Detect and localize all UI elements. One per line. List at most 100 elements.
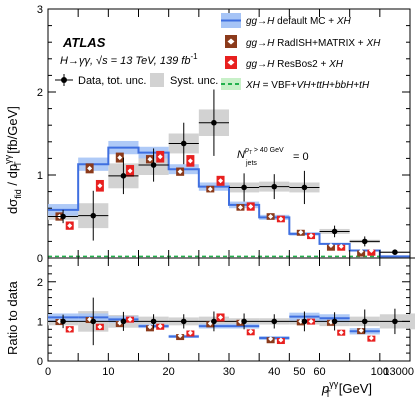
y-bottom-tick-label: 0 [37,356,43,368]
ratio-radish-marker [147,324,153,330]
data-point [271,183,278,190]
radish-matrix-marker [147,156,153,162]
process-label: H→γγ, √s = 13 TeV, 139 fb-1 [60,52,198,67]
ratio-data-point [241,318,247,325]
ratio-resbos-marker [308,318,314,324]
axis-ticks [47,8,411,362]
x-tick-label: 10 [102,366,114,378]
y-bottom-tick-label: 2 [37,277,43,289]
radish-matrix-marker [177,169,183,175]
ratio-data-point [271,318,278,325]
top-panel-marks [48,89,415,259]
x-tick-label: 20 [163,366,175,378]
data-point [180,140,187,147]
radish-matrix-marker [328,243,334,249]
ratio-resbos-marker [187,330,193,336]
process-main: H→γγ, √s = 13 TeV, 139 fb [60,55,190,67]
radish-matrix-marker [207,186,213,192]
resbos2-marker [97,183,103,189]
ratio-data-point [90,318,97,325]
ratio-resbos-marker [368,335,374,341]
svg-text:gg→H RadISH+MATRIX + XH: gg→H RadISH+MATRIX + XH [246,38,381,49]
data-point [150,162,157,168]
x-tick-label: 13000 [383,366,414,378]
legend-data-entry: Data, tot. unc. [55,74,146,87]
ratio-data-point [361,318,368,325]
category-label: NpT > 40 GeV jets = 0 [237,147,309,167]
data-point [392,249,398,255]
legend-resbos2: gg→H ResBos2 + XH [225,56,344,70]
y-top-tick-label: 0 [37,253,43,265]
ratio-syst-box [410,313,415,330]
radish-matrix-marker [298,229,304,235]
x-tick-label: 60 [313,366,325,378]
data-point [120,173,127,179]
x-axis-title: pγγ T [GeV] [321,379,372,399]
resbos2-marker [187,158,193,164]
legend-syst-entry: Syst. unc. [150,73,218,87]
resbos2-marker [67,223,73,229]
ratio-resbos-marker [97,324,103,330]
experiment-label: ATLAS [62,35,106,50]
ratio-resbos-marker [278,337,284,343]
radish-matrix-marker [117,155,123,161]
ratio-radish-marker [358,327,364,333]
ratio-data-point [392,318,398,325]
resbos2-marker [248,204,254,210]
legend-radish-matrix: gg→H RadISH+MATRIX + XH [225,35,381,49]
ratio-radish-marker [268,336,274,342]
data-point [361,238,368,245]
ratio-data-point [331,318,338,325]
ratio-radish-marker [177,333,183,339]
resbos2-marker [368,248,374,254]
legend-label-syst: Syst. unc. [170,75,218,87]
resbos2-marker [308,233,314,239]
data-point [241,184,247,191]
svg-text:gg→H default MC + XH: gg→H default MC + XH [246,16,352,27]
data-point [211,119,217,126]
ratio-data-point [301,318,308,325]
svg-text:gg→H ResBos2 + XH: gg→H ResBos2 + XH [246,59,344,70]
svg-text:XH = VBF+VH+ttH+bbH+tH: XH = VBF+VH+ttH+bbH+tH [245,80,370,91]
resbos2-marker [157,154,163,160]
y-top-tick-label: 3 [37,4,43,16]
radish-matrix-marker [87,165,93,171]
x-tick-label: 50 [293,366,305,378]
bottom-panel-frame [47,257,411,362]
ratio-resbos-marker [218,314,224,320]
radish-matrix-marker [237,204,243,210]
default-mc-line [48,146,410,258]
resbos2-marker [218,178,224,184]
y-top-tick-label: 2 [37,87,43,99]
ratio-resbos-marker [127,316,133,322]
ratio-resbos-marker [157,323,163,329]
data-point [301,184,308,191]
radish-matrix-marker [358,248,364,254]
ratio-resbos-marker [248,329,254,335]
x-tick-label: 40 [268,366,280,378]
ratio-data-point [60,318,66,325]
y-axis-title-top: dσfid / dpγγT [fb/GeV] [3,106,23,214]
process-sup: -1 [190,52,198,61]
ratio-resbos-marker [338,329,344,335]
resbos2-marker [127,168,133,174]
y-bottom-tick-label: 1 [37,316,43,328]
x-tick-label: 0 [45,366,51,378]
ratio-data-point [180,318,187,325]
x-tick-label: 100 [371,366,389,378]
ratio-data-point [120,318,127,325]
ratio-data-point [150,318,157,325]
radish-matrix-marker [268,214,274,219]
legend-xh: XH = VBF+VH+ttH+bbH+tH [221,78,370,91]
y-axis-title-bottom: Ratio to data [5,281,20,355]
resbos2-marker [278,216,284,222]
legend-default-mc: gg→H default MC + XH [221,13,352,28]
data-point [331,228,338,235]
ratio-data-point [211,318,217,325]
bottom-panel-marks [48,297,410,346]
data-point [60,213,66,220]
x-tick-label: 30 [223,366,235,378]
resbos2-marker [338,243,344,249]
